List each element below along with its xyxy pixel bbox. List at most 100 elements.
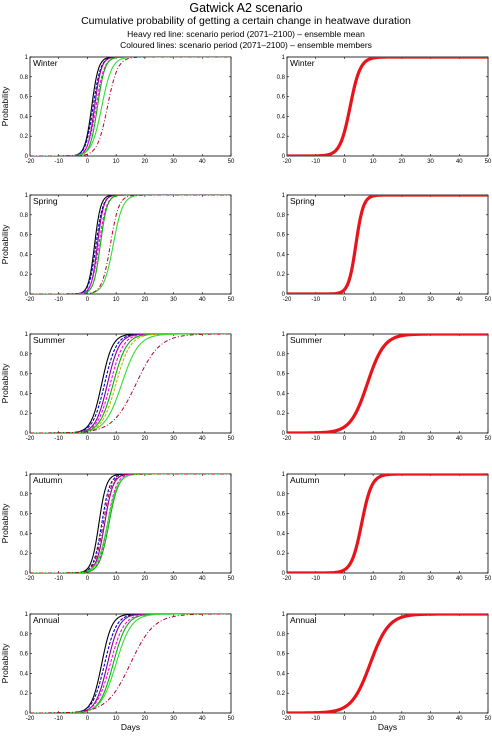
x-tick-label: 20 [142,716,149,722]
member-series-line [30,474,231,573]
x-tick-label: -10 [311,297,320,303]
panel-autumn-ensemble-members: -20 -10 0 10 20 30 40 50 0 0.2 0.4 0.6 0.8 1 Autumn Pro… [0,472,235,582]
x-tick-label: 20 [399,576,406,582]
x-tick-label: 40 [456,159,463,165]
x-tick-label: -20 [283,297,292,303]
y-tick-label: 0 [25,711,29,717]
x-tick-label: 10 [113,436,120,442]
x-tick-label: -20 [26,716,35,722]
x-tick-label: 40 [456,716,463,722]
season-label: Summer [33,335,65,345]
season-label: Summer [290,335,322,345]
x-tick-label: 10 [113,297,120,303]
season-label: Annual [290,615,317,625]
y-tick-label: 1 [282,472,286,478]
x-tick-label: 30 [427,297,434,303]
x-tick-label: -20 [26,436,35,442]
dashdot-series-line [30,614,231,713]
axes-frame [286,613,489,714]
y-tick-label: 0.2 [20,551,29,557]
x-tick-label: 30 [170,436,177,442]
member-series-line [30,474,231,573]
x-tick-label: 40 [199,716,206,722]
member-series-line [30,195,231,294]
panel-summer-ensemble-members: -20 -10 0 10 20 30 40 50 0 0.2 0.4 0.6 0.8 1 Summer Pro… [0,332,235,442]
y-tick-label: 0.8 [277,213,286,219]
y-tick-label: 0.8 [277,632,286,638]
y-tick-label: 0.4 [277,671,286,677]
member-series-line [30,57,231,156]
green-series-line [30,195,231,294]
member-series-line [30,57,231,156]
member-series-line [30,334,231,433]
x-tick-label: 10 [370,297,377,303]
member-series-line [30,474,231,573]
x-tick-label: 20 [399,716,406,722]
y-tick-label: 0 [282,154,286,160]
panel-spring-ensemble-members: -20 -10 0 10 20 30 40 50 0 0.2 0.4 0.6 0.8 1 Spring Pro… [0,193,235,303]
x-tick-label: 20 [399,436,406,442]
y-tick-label: 0.6 [277,652,286,658]
figure-title: Gatwick A2 scenario [189,1,303,15]
ensemble-mean-line [287,334,488,433]
y-axis-label: Probability [0,363,10,403]
panel-winter-ensemble-mean: -20 -10 0 10 20 30 40 50 0 0.2 0.4 0.6 0.8 1 Winter [277,55,492,165]
axes-frame [29,333,232,434]
member-series-line [30,334,231,433]
y-tick-label: 0.6 [277,372,286,378]
x-tick-label: 30 [170,716,177,722]
x-tick-label: 50 [485,716,492,722]
x-tick-label: -20 [283,159,292,165]
member-series-line [30,474,231,573]
member-series-line [30,614,231,713]
y-tick-label: 0 [282,431,286,437]
panel-annual-ensemble-members: -20 -10 0 10 20 30 40 50 0 0.2 0.4 0.6 0.8 1 Annual Pro… [0,612,235,732]
x-tick-label: 20 [142,297,149,303]
x-tick-label: 50 [485,159,492,165]
y-axis-label: Probability [0,224,10,264]
x-axis-label: Days [121,722,140,732]
y-tick-label: 1 [25,612,29,618]
x-tick-label: -10 [54,159,63,165]
x-tick-label: 30 [427,576,434,582]
season-label: Autumn [290,475,320,485]
y-tick-label: 0.6 [20,233,29,239]
y-tick-label: 0.4 [277,531,286,537]
legend-note-mean: Heavy red line: scenario period (2071–21… [127,29,365,39]
y-tick-label: 0.8 [20,632,29,638]
x-tick-label: 40 [456,436,463,442]
axes-frame [29,473,232,574]
axes-frame [286,333,489,434]
x-tick-label: 40 [199,576,206,582]
season-label: Winter [33,58,58,68]
x-tick-label: 10 [370,436,377,442]
y-tick-label: 1 [25,472,29,478]
x-tick-label: 40 [199,436,206,442]
member-series-line [30,614,231,713]
x-tick-label: 10 [370,716,377,722]
ensemble-mean-line [287,474,488,573]
y-tick-label: 0 [25,154,29,160]
x-tick-label: -10 [311,576,320,582]
y-tick-label: 0.2 [277,134,286,140]
x-tick-label: 0 [343,159,347,165]
y-tick-label: 1 [25,55,29,61]
y-tick-label: 0.6 [20,372,29,378]
figure-subtitle: Cumulative probability of getting a cert… [81,15,411,27]
panel-winter-ensemble-members: -20 -10 0 10 20 30 40 50 0 0.2 0.4 0.6 0.8 1 Winter Pro… [0,55,235,165]
x-tick-label: -10 [311,716,320,722]
x-tick-label: 50 [485,436,492,442]
y-tick-label: 0.4 [20,252,29,258]
x-tick-label: 30 [170,297,177,303]
x-tick-label: -20 [283,436,292,442]
season-label: Winter [290,58,315,68]
panel-autumn-ensemble-mean: -20 -10 0 10 20 30 40 50 0 0.2 0.4 0.6 0.8 1 Autumn [277,472,492,582]
y-tick-label: 0.8 [277,75,286,81]
y-tick-label: 0.2 [277,411,286,417]
x-tick-label: -20 [283,576,292,582]
green-series-line [30,614,231,713]
x-tick-label: 50 [228,159,235,165]
x-tick-label: 20 [142,159,149,165]
x-tick-label: -10 [54,576,63,582]
axes-frame [286,473,489,574]
